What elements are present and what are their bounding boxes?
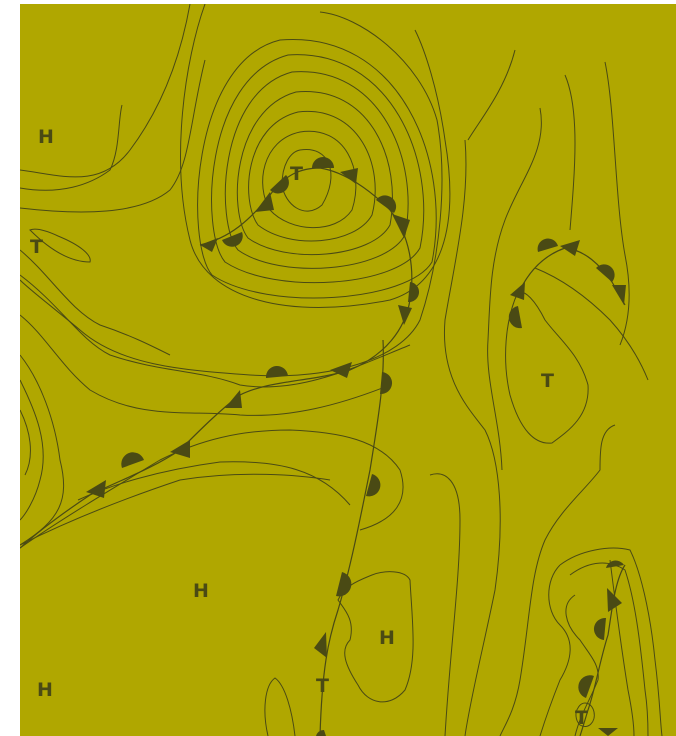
front-triangle [398,305,412,325]
isobar [264,677,296,736]
isobar [20,379,44,521]
isobar [604,61,630,346]
isobar [559,547,663,736]
front-semicircle [121,452,144,468]
front-semicircle [265,365,288,378]
front-triangle [330,362,352,378]
front-semicircle [596,264,615,282]
isobar [77,461,351,506]
front-triangle [314,632,327,658]
isobar [20,249,171,356]
front-semicircle [606,560,624,568]
front-triangle [86,480,106,498]
isobar [20,409,31,476]
isobar [20,429,404,549]
front-triangle [225,390,242,408]
front-triangle [560,240,580,256]
front-semicircle [376,195,397,213]
front-semicircle [312,157,334,168]
front-line-occluded [579,564,626,736]
isobar [443,139,501,736]
high-pressure-label: H [38,126,54,148]
front-line-cold [319,339,384,736]
isobar [499,424,616,736]
isobar [20,4,191,178]
low-pressure-label: T [316,675,329,697]
low-pressure-label: T [541,370,554,392]
isobar [564,74,576,231]
isobar [467,49,516,141]
isobar [29,228,91,263]
front-semicircle [270,175,289,194]
pressure-labels: H T T H T H H T T [30,126,588,729]
front-semicircle [222,232,243,247]
isobar [337,571,414,703]
front-triangle [340,168,358,184]
low-pressure-label: T [30,236,43,258]
isobar [429,473,461,736]
front-semicircle [593,617,606,640]
fronts-group [20,157,626,736]
isobar [262,130,357,229]
isobar [20,473,331,546]
front-semicircle [380,372,393,395]
isobar [20,59,206,213]
isobar [20,354,65,546]
isobar [211,54,425,284]
isobar [609,559,635,736]
front-triangle [598,728,618,736]
isobar [197,39,437,299]
front-triangle [200,238,218,252]
isobar [575,702,595,727]
isobar [20,11,443,377]
front-semicircle [366,474,381,497]
front-semicircle [578,675,594,698]
isobar [569,562,649,736]
high-pressure-label: H [37,679,53,701]
low-pressure-label: T [290,163,303,185]
front-triangle [607,588,622,612]
high-pressure-label: H [379,627,395,649]
isobar [505,291,589,444]
isobar [534,267,649,381]
front-semicircle [408,282,420,303]
front-triangle [170,440,190,458]
low-pressure-label: T [575,707,588,729]
isobar [539,564,571,736]
isobar [224,71,409,269]
front-line-occluded [20,167,413,549]
front-triangle [510,282,525,300]
high-pressure-label: H [193,580,209,602]
front-semicircle [316,729,326,736]
front-semicircle [336,572,352,597]
front-triangle [392,214,410,238]
isobar [236,91,393,256]
front-semicircle [508,306,522,329]
isobar [487,107,542,471]
isobar [20,104,123,191]
front-semicircle [537,238,558,252]
front-triangle [255,192,274,212]
isobar [248,110,376,242]
front-triangle [612,285,626,305]
isobar [565,594,599,736]
isobar [20,314,391,416]
isobar-group [20,4,663,736]
isobar [180,4,451,308]
